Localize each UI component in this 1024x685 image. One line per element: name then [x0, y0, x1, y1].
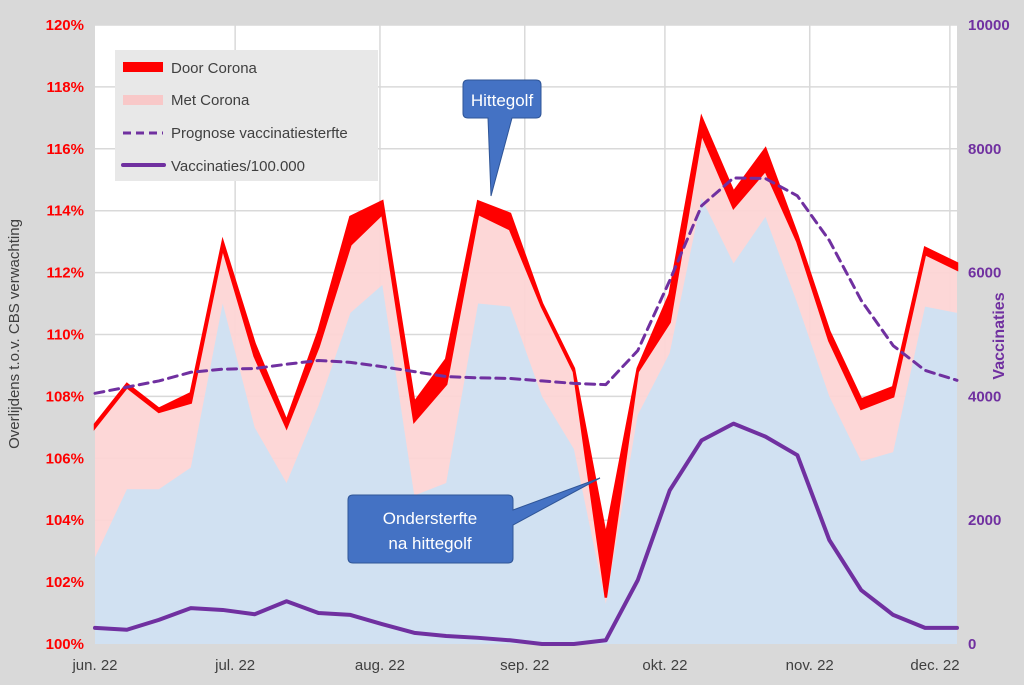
callout-ondersterfte: Ondersterfte na hittegolf	[347, 477, 601, 564]
x-tick: dec. 22	[910, 657, 959, 674]
legend-swatch-door-corona	[123, 62, 163, 72]
y-tick-left: 104%	[46, 512, 84, 529]
y-axis-right-label: Vaccinaties	[991, 292, 1008, 379]
legend: Door Corona Met Corona Prognose vaccinat…	[115, 50, 378, 181]
door-corona-band	[93, 113, 959, 598]
legend-label-door-corona: Door Corona	[171, 60, 258, 77]
y-tick-left: 112%	[46, 265, 84, 282]
line-series	[93, 176, 959, 646]
x-tick: aug. 22	[355, 657, 405, 674]
y-tick-right: 4000	[968, 388, 1001, 405]
callout-ondersterfte-line2: na hittegolf	[388, 534, 471, 553]
y-tick-right: 0	[968, 636, 976, 653]
vaccinaties-line	[93, 421, 959, 646]
callout-ondersterfte-line1: Ondersterfte	[383, 509, 478, 528]
y-axis-left-label: Overlijdens t.o.v. CBS verwachting	[6, 219, 23, 449]
y-tick-left: 108%	[46, 388, 84, 405]
y-tick-right: 10000	[968, 17, 1010, 34]
y-tick-left: 106%	[46, 450, 84, 467]
callout-hittegolf: Hittegolf	[462, 79, 542, 197]
callout-hittegolf-text: Hittegolf	[471, 91, 534, 110]
legend-label-met-corona: Met Corona	[171, 92, 250, 109]
legend-label-vaccinaties: Vaccinaties/100.000	[171, 158, 305, 175]
x-tick: okt. 22	[642, 657, 687, 674]
prognose-line	[93, 176, 959, 395]
area-series	[93, 113, 959, 644]
x-tick: sep. 22	[500, 657, 549, 674]
legend-swatch-met-corona	[123, 95, 163, 105]
y-tick-right: 2000	[968, 512, 1001, 529]
axis-ticks: 100% 102% 104% 106% 108% 110% 112% 114% 116% 118%…	[46, 17, 1010, 674]
y-tick-left: 110%	[46, 327, 84, 344]
y-tick-left: 118%	[46, 79, 84, 96]
y-tick-right: 6000	[968, 265, 1001, 282]
x-tick: nov. 22	[786, 657, 834, 674]
y-tick-left: 116%	[46, 141, 84, 158]
y-tick-right: 8000	[968, 141, 1001, 158]
y-tick-left: 120%	[46, 17, 84, 34]
x-tick: jul. 22	[214, 657, 255, 674]
y-tick-left: 102%	[46, 574, 84, 591]
x-tick: jun. 22	[71, 657, 117, 674]
y-tick-left: 100%	[46, 636, 84, 653]
legend-label-prognose: Prognose vaccinatiesterfte	[171, 125, 348, 142]
baseline-area	[95, 198, 957, 644]
y-tick-left: 114%	[46, 203, 84, 220]
